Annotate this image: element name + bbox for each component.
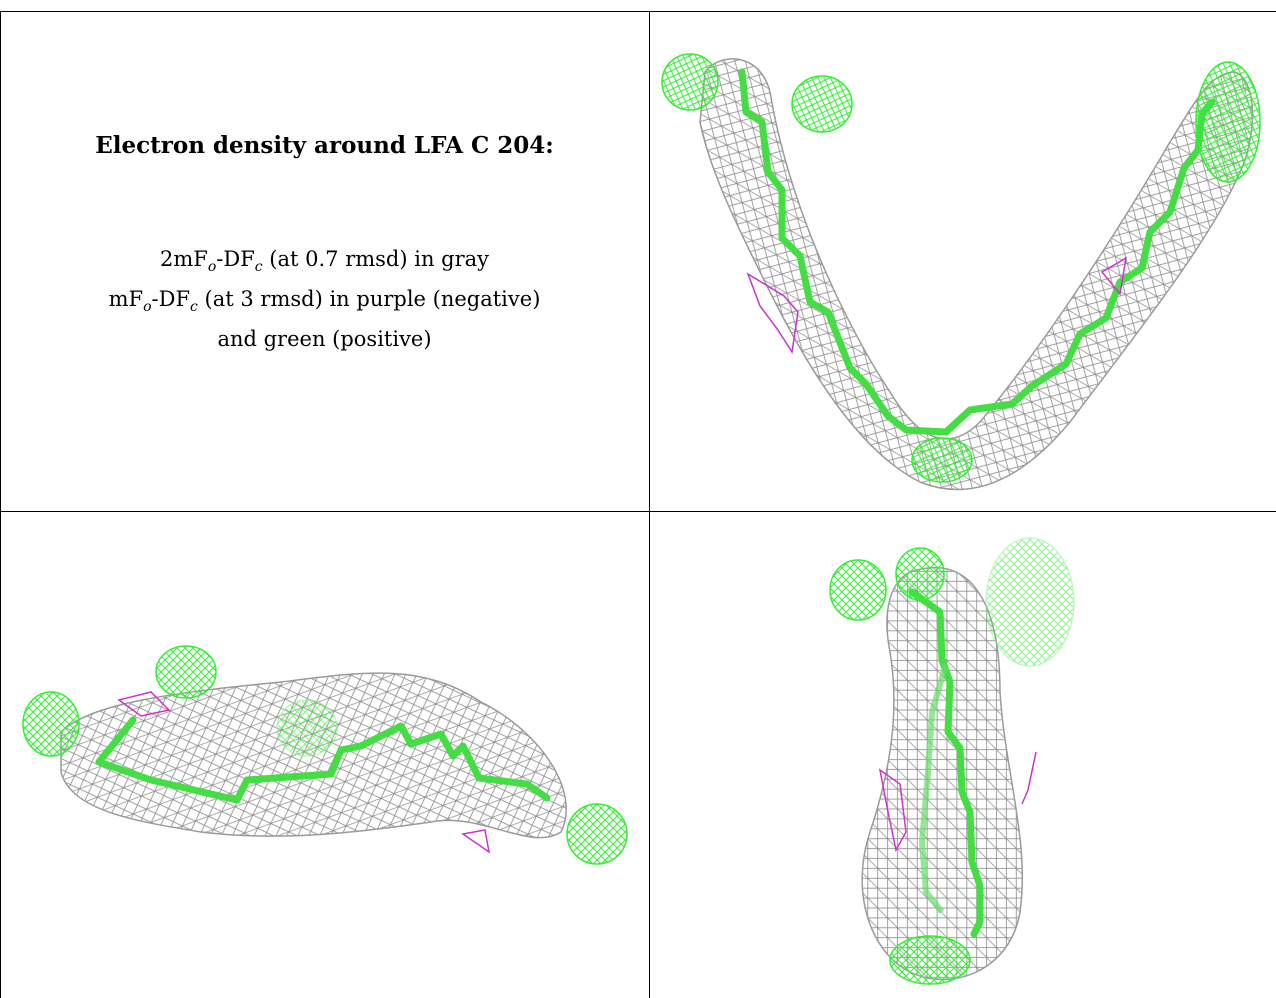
positive-blob [661, 53, 719, 111]
positive-blob [566, 803, 628, 865]
figure-title: Electron density around LFA C 204: [95, 132, 554, 159]
density-view-bottom-left [1, 512, 649, 998]
positive-blob [911, 437, 973, 483]
legend-line-positive: and green (positive) [217, 327, 432, 352]
negative-blob [746, 272, 799, 355]
positive-blob [791, 75, 853, 133]
ligand-model-vertical [908, 588, 984, 938]
positive-blob [276, 699, 338, 757]
density-view-top-right [650, 12, 1276, 511]
ligand-model-v [738, 68, 1216, 436]
table-border-middle [0, 511, 1276, 512]
table-border-center [649, 11, 650, 998]
negative-blob [117, 691, 171, 717]
figure-legend: 2mFo-DFc (at 0.7 rmsd) in gray mFo-DFc (… [0, 243, 649, 355]
negative-blob [461, 829, 491, 854]
density-image-v [661, 53, 1261, 491]
density-view-bottom-right [650, 512, 1276, 998]
positive-blob [889, 935, 971, 985]
density-image-vertical [829, 537, 1075, 985]
ligand-model-vertical-back [919, 663, 949, 914]
positive-blob [1195, 61, 1261, 183]
negative-blob [878, 768, 907, 853]
positive-blob [985, 537, 1075, 667]
positive-blob [22, 691, 80, 757]
positive-blob [895, 547, 945, 601]
ligand-model-horizontal [95, 716, 551, 804]
legend-line-difference: mFo-DFc (at 3 rmsd) in purple (negative) [108, 287, 541, 316]
negative-blob [1100, 256, 1128, 296]
caption-cell: Electron density around LFA C 204: 2mFo-… [0, 0, 649, 511]
table-border-left [0, 11, 1, 998]
positive-blob [155, 645, 217, 699]
negative-blob [1021, 751, 1037, 805]
positive-blob [829, 559, 887, 621]
gray-mesh-v [699, 58, 1254, 491]
table-border-top [0, 11, 1276, 12]
density-image-horizontal [22, 645, 628, 865]
legend-line-gray: 2mFo-DFc (at 0.7 rmsd) in gray [159, 247, 490, 276]
